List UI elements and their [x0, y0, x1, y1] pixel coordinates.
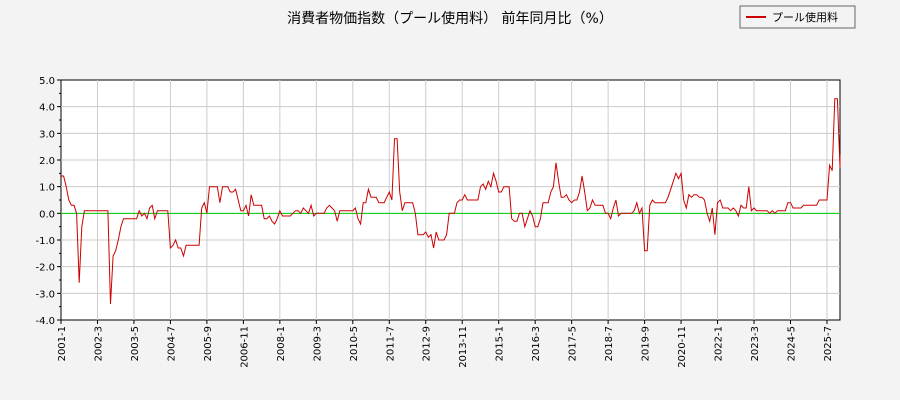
x-tick-label: 2022-1 — [714, 326, 725, 361]
x-tick-label: 2008-1 — [276, 326, 287, 361]
series-line — [61, 98, 841, 305]
x-axis: 2001-1 2002-3 2003-5 2004-7 2005-9 2006-11 200… — [57, 320, 834, 368]
x-tick-label: 2023-3 — [750, 326, 761, 361]
y-tick-label: 1.0 — [39, 183, 55, 194]
y-tick-label: 5.0 — [39, 76, 55, 87]
series-layer — [61, 98, 841, 305]
x-tick-label: 2001-1 — [57, 326, 68, 361]
y-tick-label: -2.0 — [35, 263, 55, 274]
x-tick-label: 2017-5 — [568, 326, 579, 361]
y-axis: -4.0 -3.0 -2.0 -1.0 0.0 1.0 2.0 3.0 4.0 5.0 — [35, 76, 61, 327]
y-tick-label: -4.0 — [35, 316, 55, 327]
y-tick-label: 4.0 — [39, 103, 55, 114]
legend: プール使用料 — [739, 5, 856, 29]
x-tick-label: 2002-3 — [93, 326, 104, 361]
x-tick-label: 2025-7 — [823, 326, 834, 361]
legend-box — [739, 5, 856, 29]
y-tick-label: 3.0 — [39, 129, 55, 140]
grid-lines — [61, 80, 840, 320]
x-tick-label: 2016-3 — [531, 326, 542, 361]
y-tick-label: 2.0 — [39, 156, 55, 167]
x-tick-label: 2013-11 — [458, 326, 469, 368]
x-tick-label: 2004-7 — [166, 326, 177, 361]
x-tick-label: 2010-5 — [349, 326, 360, 361]
plot-area — [60, 79, 841, 321]
x-tick-label: 2015-1 — [495, 326, 506, 361]
x-tick-label: 2018-7 — [604, 326, 615, 361]
x-tick-label: 2003-5 — [130, 326, 141, 361]
x-tick-label: 2024-5 — [786, 326, 797, 361]
chart-title: 消費者物価指数（プール使用料） 前年同月比（%） — [287, 10, 613, 27]
x-tick-label: 2012-9 — [422, 326, 433, 361]
x-tick-label: 2005-9 — [203, 326, 214, 361]
legend-label: プール使用料 — [772, 10, 838, 24]
y-tick-label: -1.0 — [35, 236, 55, 247]
x-tick-label: 2020-11 — [677, 326, 688, 368]
x-tick-label: 2011-7 — [385, 326, 396, 361]
y-tick-label: 0.0 — [39, 209, 55, 220]
y-tick-label: -3.0 — [35, 289, 55, 300]
x-tick-label: 2009-3 — [312, 326, 323, 361]
x-tick-label: 2006-11 — [239, 326, 250, 368]
x-tick-label: 2019-9 — [641, 326, 652, 361]
